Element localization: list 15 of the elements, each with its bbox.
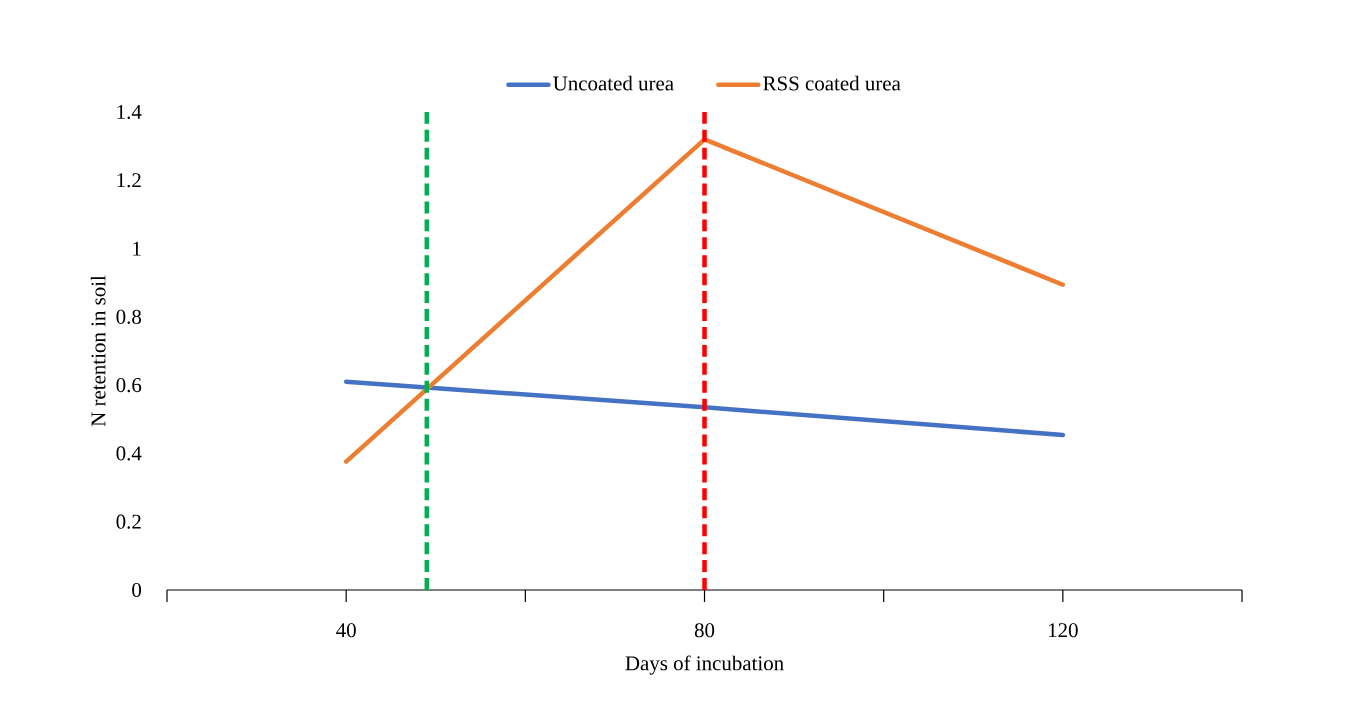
x-axis-title: Days of incubation	[625, 655, 784, 675]
x-tick-label: 80	[694, 623, 715, 638]
y-axis-title: N retention in soil	[90, 275, 106, 427]
x-tick-label: 40	[336, 623, 356, 638]
y-tick-label: 1.4	[117, 104, 142, 120]
y-tick-label: 0.4	[116, 446, 142, 461]
y-tick-label: 0	[132, 582, 142, 598]
y-tick-label: 0.8	[116, 309, 142, 324]
y-tick-label: 1.2	[117, 173, 141, 188]
y-tick-label: 0.6	[116, 378, 142, 393]
legend-label: Uncoated urea	[553, 75, 674, 91]
y-tick-label: 1	[133, 241, 141, 256]
x-tick-label: 120	[1049, 623, 1078, 638]
y-tick-label: 0.2	[116, 514, 141, 529]
legend-label: RSS coated urea	[763, 75, 901, 91]
